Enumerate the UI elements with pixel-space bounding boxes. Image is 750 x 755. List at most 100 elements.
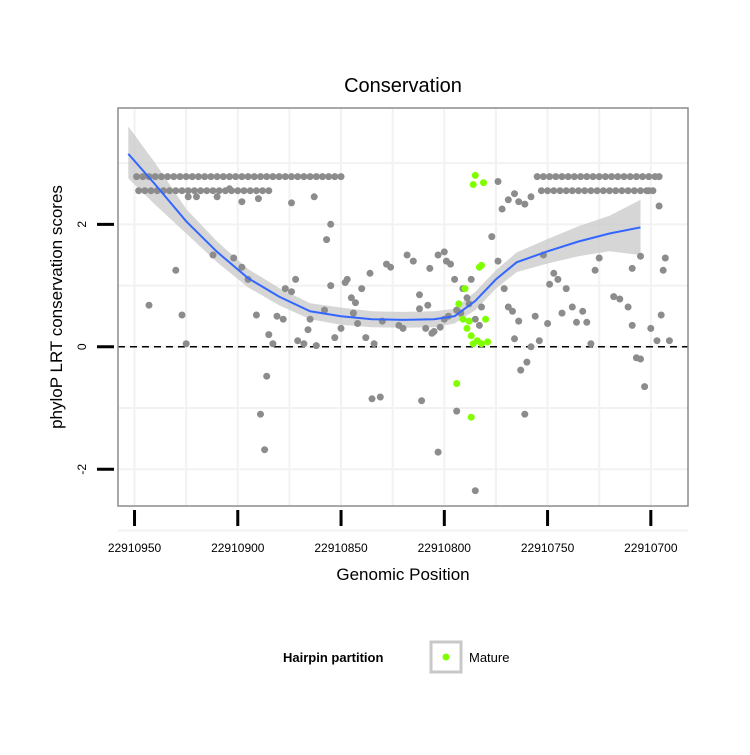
x-tick-label: 22910900	[211, 541, 265, 555]
point	[475, 321, 483, 329]
point	[321, 306, 328, 314]
point	[440, 248, 448, 256]
point	[145, 301, 153, 309]
point	[300, 340, 308, 348]
point	[279, 315, 287, 323]
point	[172, 187, 180, 195]
point	[659, 266, 667, 274]
point	[463, 294, 471, 302]
point	[554, 275, 562, 283]
point	[591, 266, 599, 274]
point	[616, 295, 624, 303]
point	[637, 252, 644, 260]
point	[587, 187, 595, 195]
point	[352, 299, 359, 307]
point	[184, 187, 192, 195]
point	[453, 306, 461, 314]
y-axis-title: phyloP LRT conservation scores	[47, 185, 66, 429]
x-axis-title: Genomic Position	[336, 565, 469, 584]
point	[544, 320, 552, 327]
point	[275, 173, 283, 181]
point	[434, 448, 442, 456]
point	[515, 317, 523, 325]
point	[370, 340, 378, 348]
point	[583, 173, 591, 181]
point	[238, 198, 246, 206]
point	[504, 303, 512, 311]
point	[238, 263, 246, 271]
point	[494, 257, 502, 265]
point	[655, 202, 663, 210]
point	[219, 173, 227, 181]
point	[531, 312, 539, 320]
point	[190, 187, 198, 195]
point	[647, 324, 655, 332]
point	[164, 173, 172, 181]
plot-panel	[118, 108, 688, 506]
point	[288, 173, 295, 181]
point	[157, 173, 165, 181]
point	[265, 331, 273, 339]
point	[610, 293, 618, 301]
point	[527, 343, 535, 351]
point	[232, 173, 240, 181]
point	[331, 173, 339, 181]
point	[254, 195, 262, 203]
point	[442, 257, 450, 265]
point	[151, 173, 159, 181]
point	[182, 340, 190, 348]
point	[579, 307, 587, 315]
point	[661, 254, 669, 262]
point	[312, 173, 320, 181]
point	[628, 321, 636, 329]
point	[188, 173, 196, 181]
point	[641, 383, 649, 391]
point	[550, 269, 558, 277]
point	[624, 187, 632, 195]
point	[544, 187, 552, 195]
point	[288, 199, 295, 207]
point	[552, 173, 560, 181]
point	[517, 366, 525, 374]
point	[358, 285, 366, 293]
y-tick-label: -2	[75, 464, 89, 475]
point	[213, 173, 221, 181]
legend: Hairpin partition Mature	[283, 640, 509, 674]
x-tick-label: 22910750	[521, 541, 575, 555]
point	[556, 187, 564, 195]
chart-title: Conservation	[344, 75, 462, 97]
point	[533, 173, 541, 181]
point	[581, 187, 589, 195]
point	[595, 173, 603, 181]
point	[147, 187, 155, 195]
point	[306, 173, 314, 181]
point	[387, 263, 395, 271]
point	[467, 275, 475, 283]
mature-point	[484, 338, 492, 346]
point	[511, 190, 518, 198]
point	[606, 187, 613, 195]
point	[568, 303, 576, 311]
point	[234, 187, 242, 195]
x-tick-label: 22910700	[624, 541, 678, 555]
point	[300, 173, 308, 181]
legend-title: Hairpin partition	[283, 650, 383, 665]
mature-point	[467, 413, 475, 421]
point	[135, 187, 143, 195]
point	[327, 282, 335, 290]
x-axis-ticks: 22910950 22910900 22910850 22910800 22910750…	[108, 510, 678, 555]
point	[527, 193, 535, 201]
point	[323, 236, 331, 244]
point	[539, 173, 547, 181]
point	[139, 173, 147, 181]
y-axis-ticks: -2 0 2	[75, 221, 114, 475]
point	[537, 187, 545, 195]
point	[182, 173, 190, 181]
point	[184, 193, 192, 201]
point	[608, 173, 616, 181]
point	[325, 173, 333, 181]
mature-point	[469, 181, 477, 188]
point	[558, 173, 566, 181]
point	[226, 173, 233, 181]
mature-point	[465, 317, 473, 325]
